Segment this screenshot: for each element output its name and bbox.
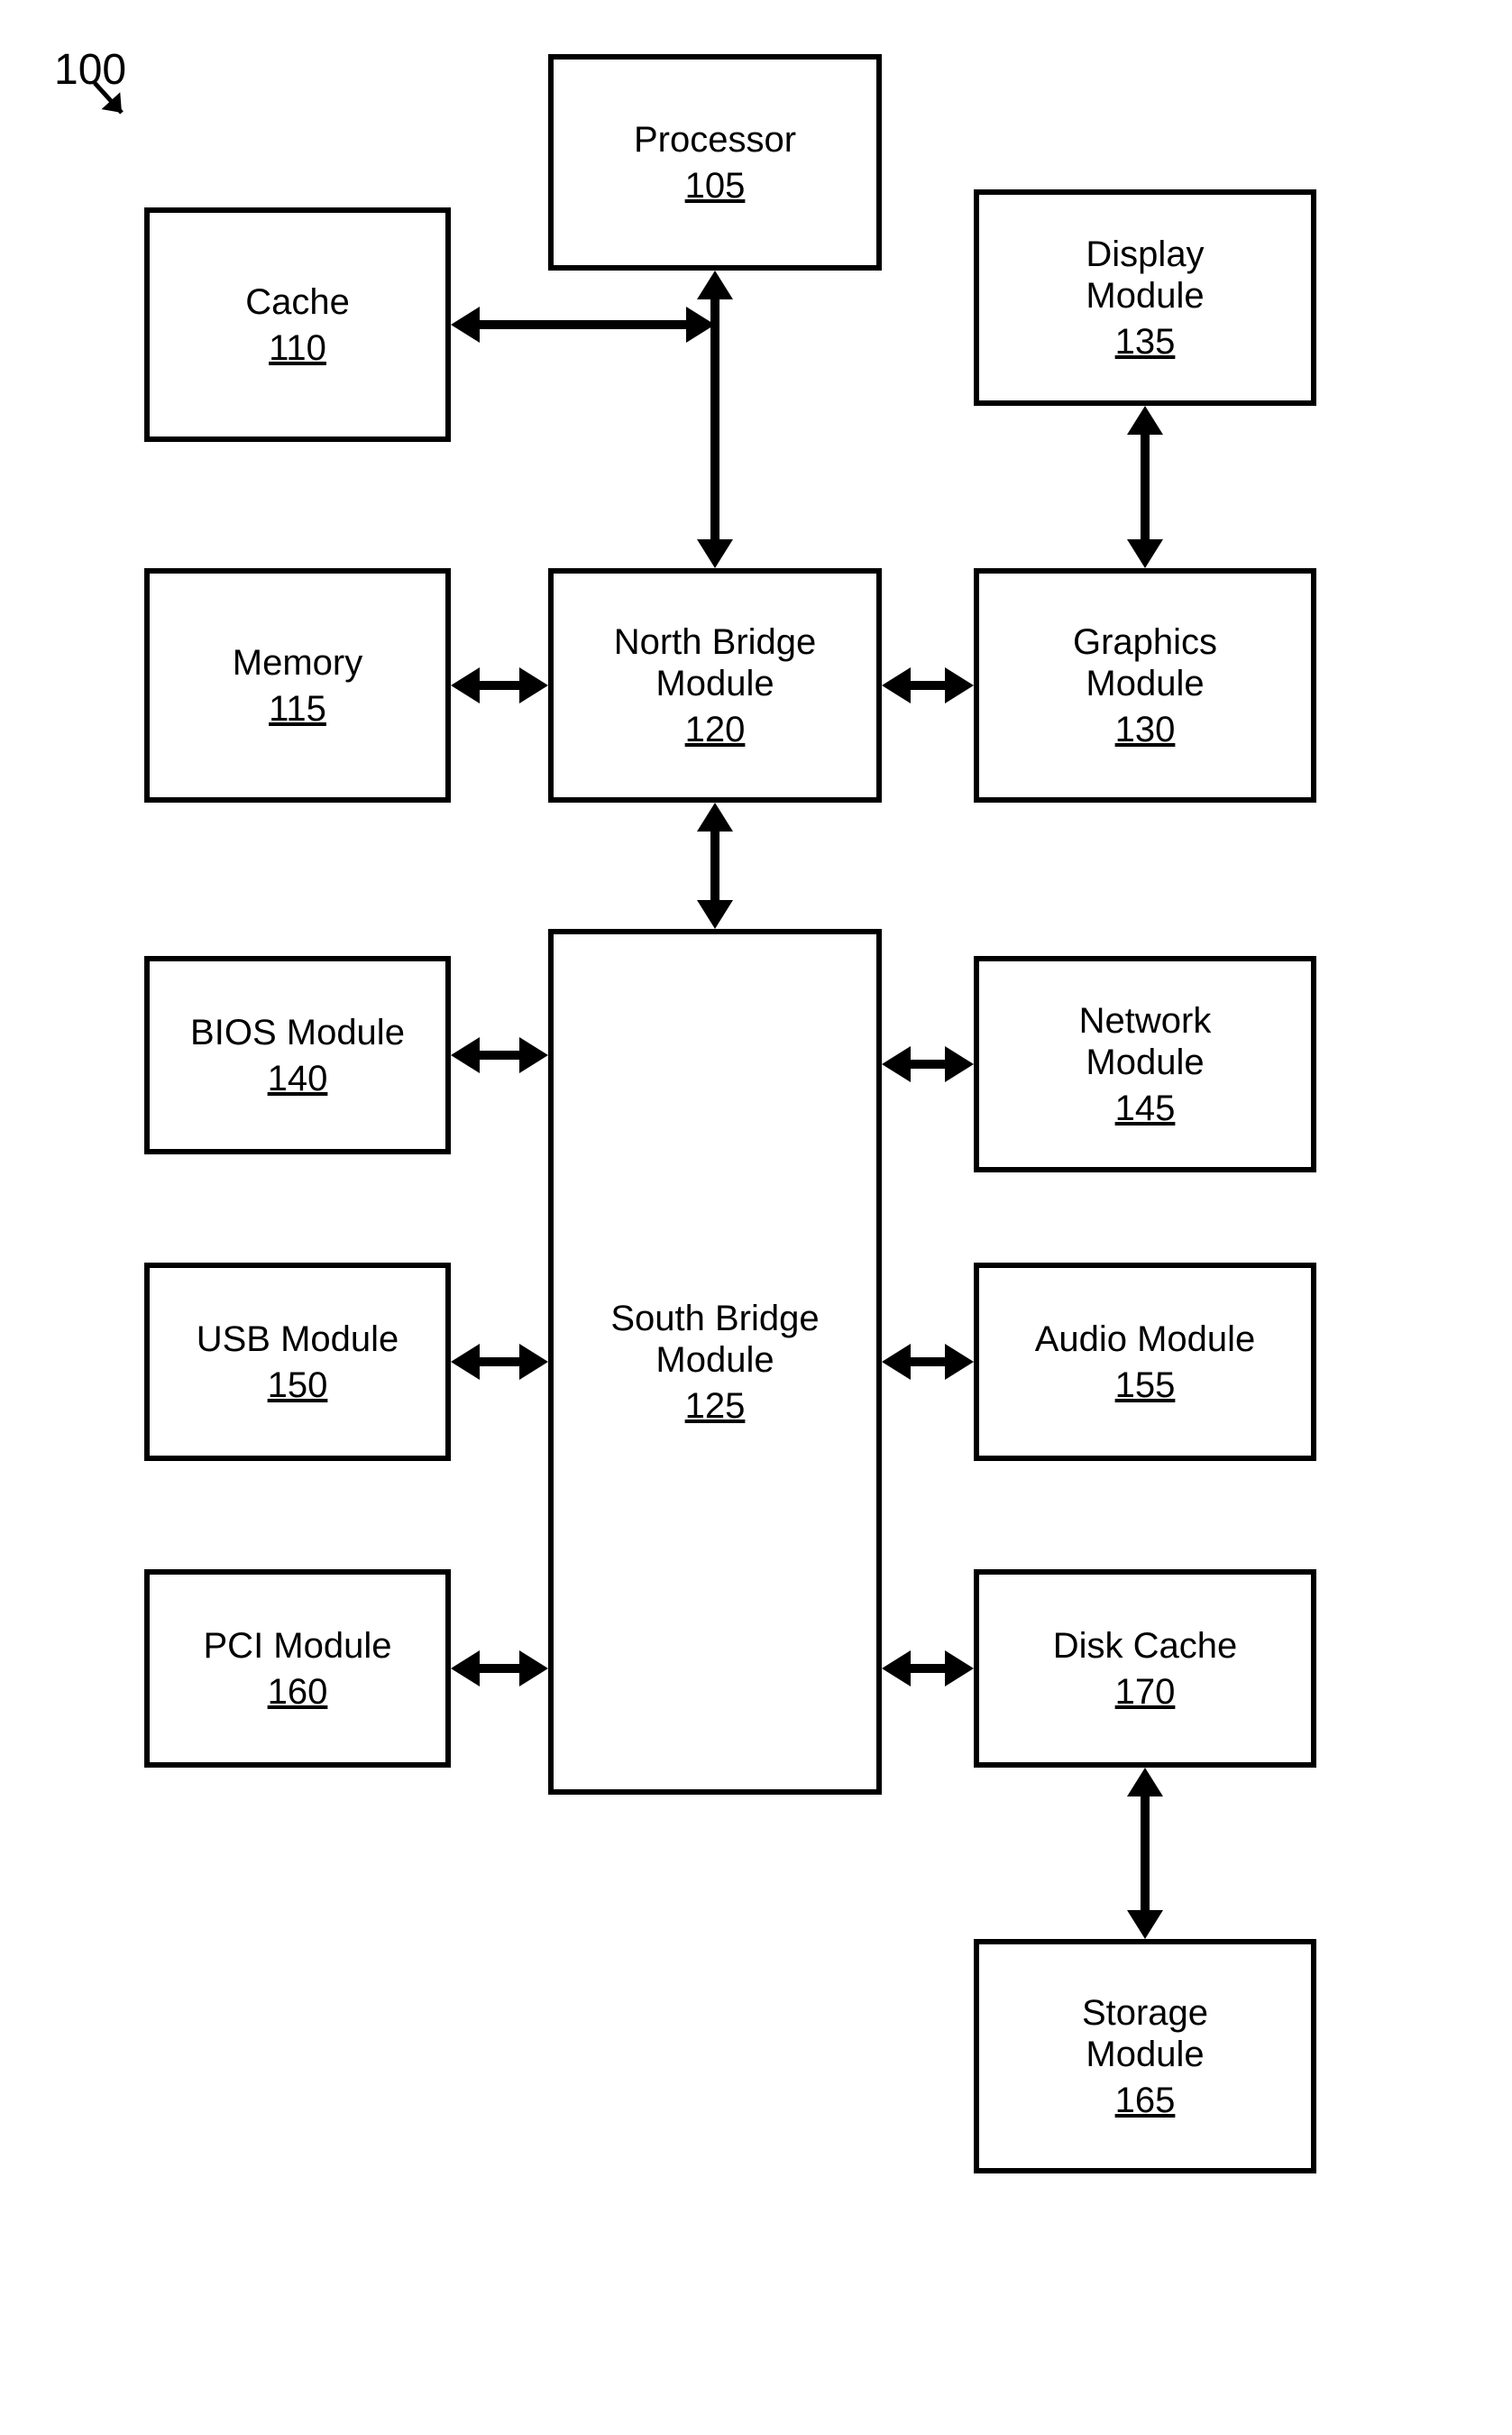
node-southbridge: South BridgeModule 125	[548, 929, 882, 1795]
node-label: Processor	[634, 119, 796, 161]
node-label: GraphicsModule	[1073, 621, 1217, 704]
node-network: NetworkModule 145	[974, 956, 1316, 1172]
node-label: Memory	[233, 642, 362, 684]
node-pci: PCI Module 160	[144, 1569, 451, 1768]
node-label: DisplayModule	[1086, 234, 1204, 317]
node-label: Audio Module	[1035, 1319, 1256, 1360]
node-ref: 135	[1115, 322, 1176, 363]
node-bios: BIOS Module 140	[144, 956, 451, 1154]
node-ref: 150	[268, 1365, 328, 1406]
node-ref: 155	[1115, 1365, 1176, 1406]
node-ref: 125	[685, 1386, 746, 1427]
node-cache: Cache 110	[144, 207, 451, 442]
node-label: USB Module	[197, 1319, 399, 1360]
node-ref: 165	[1115, 2081, 1176, 2121]
node-ref: 160	[268, 1672, 328, 1713]
node-display: DisplayModule 135	[974, 189, 1316, 406]
node-label: Cache	[245, 281, 350, 323]
node-processor: Processor 105	[548, 54, 882, 271]
node-label: Disk Cache	[1053, 1625, 1238, 1667]
node-ref: 140	[268, 1059, 328, 1099]
node-label: StorageModule	[1082, 1992, 1208, 2075]
node-ref: 170	[1115, 1672, 1176, 1713]
node-graphics: GraphicsModule 130	[974, 568, 1316, 803]
node-usb: USB Module 150	[144, 1263, 451, 1461]
node-ref: 105	[685, 166, 746, 207]
diagram-canvas: 100 Processor 105 Cache 110 DisplayModule 135 M…	[0, 0, 1512, 2435]
node-ref: 130	[1115, 710, 1176, 750]
node-northbridge: North BridgeModule 120	[548, 568, 882, 803]
node-label: North BridgeModule	[614, 621, 817, 704]
node-ref: 145	[1115, 1089, 1176, 1129]
node-ref: 120	[685, 710, 746, 750]
node-ref: 110	[269, 328, 326, 369]
node-ref: 115	[269, 689, 326, 730]
node-memory: Memory 115	[144, 568, 451, 803]
node-diskcache: Disk Cache 170	[974, 1569, 1316, 1768]
node-label: NetworkModule	[1079, 1000, 1212, 1083]
node-storage: StorageModule 165	[974, 1939, 1316, 2173]
node-audio: Audio Module 155	[974, 1263, 1316, 1461]
figure-label: 100	[54, 45, 126, 95]
node-label: South BridgeModule	[610, 1298, 819, 1381]
node-label: PCI Module	[204, 1625, 392, 1667]
node-label: BIOS Module	[190, 1012, 405, 1053]
